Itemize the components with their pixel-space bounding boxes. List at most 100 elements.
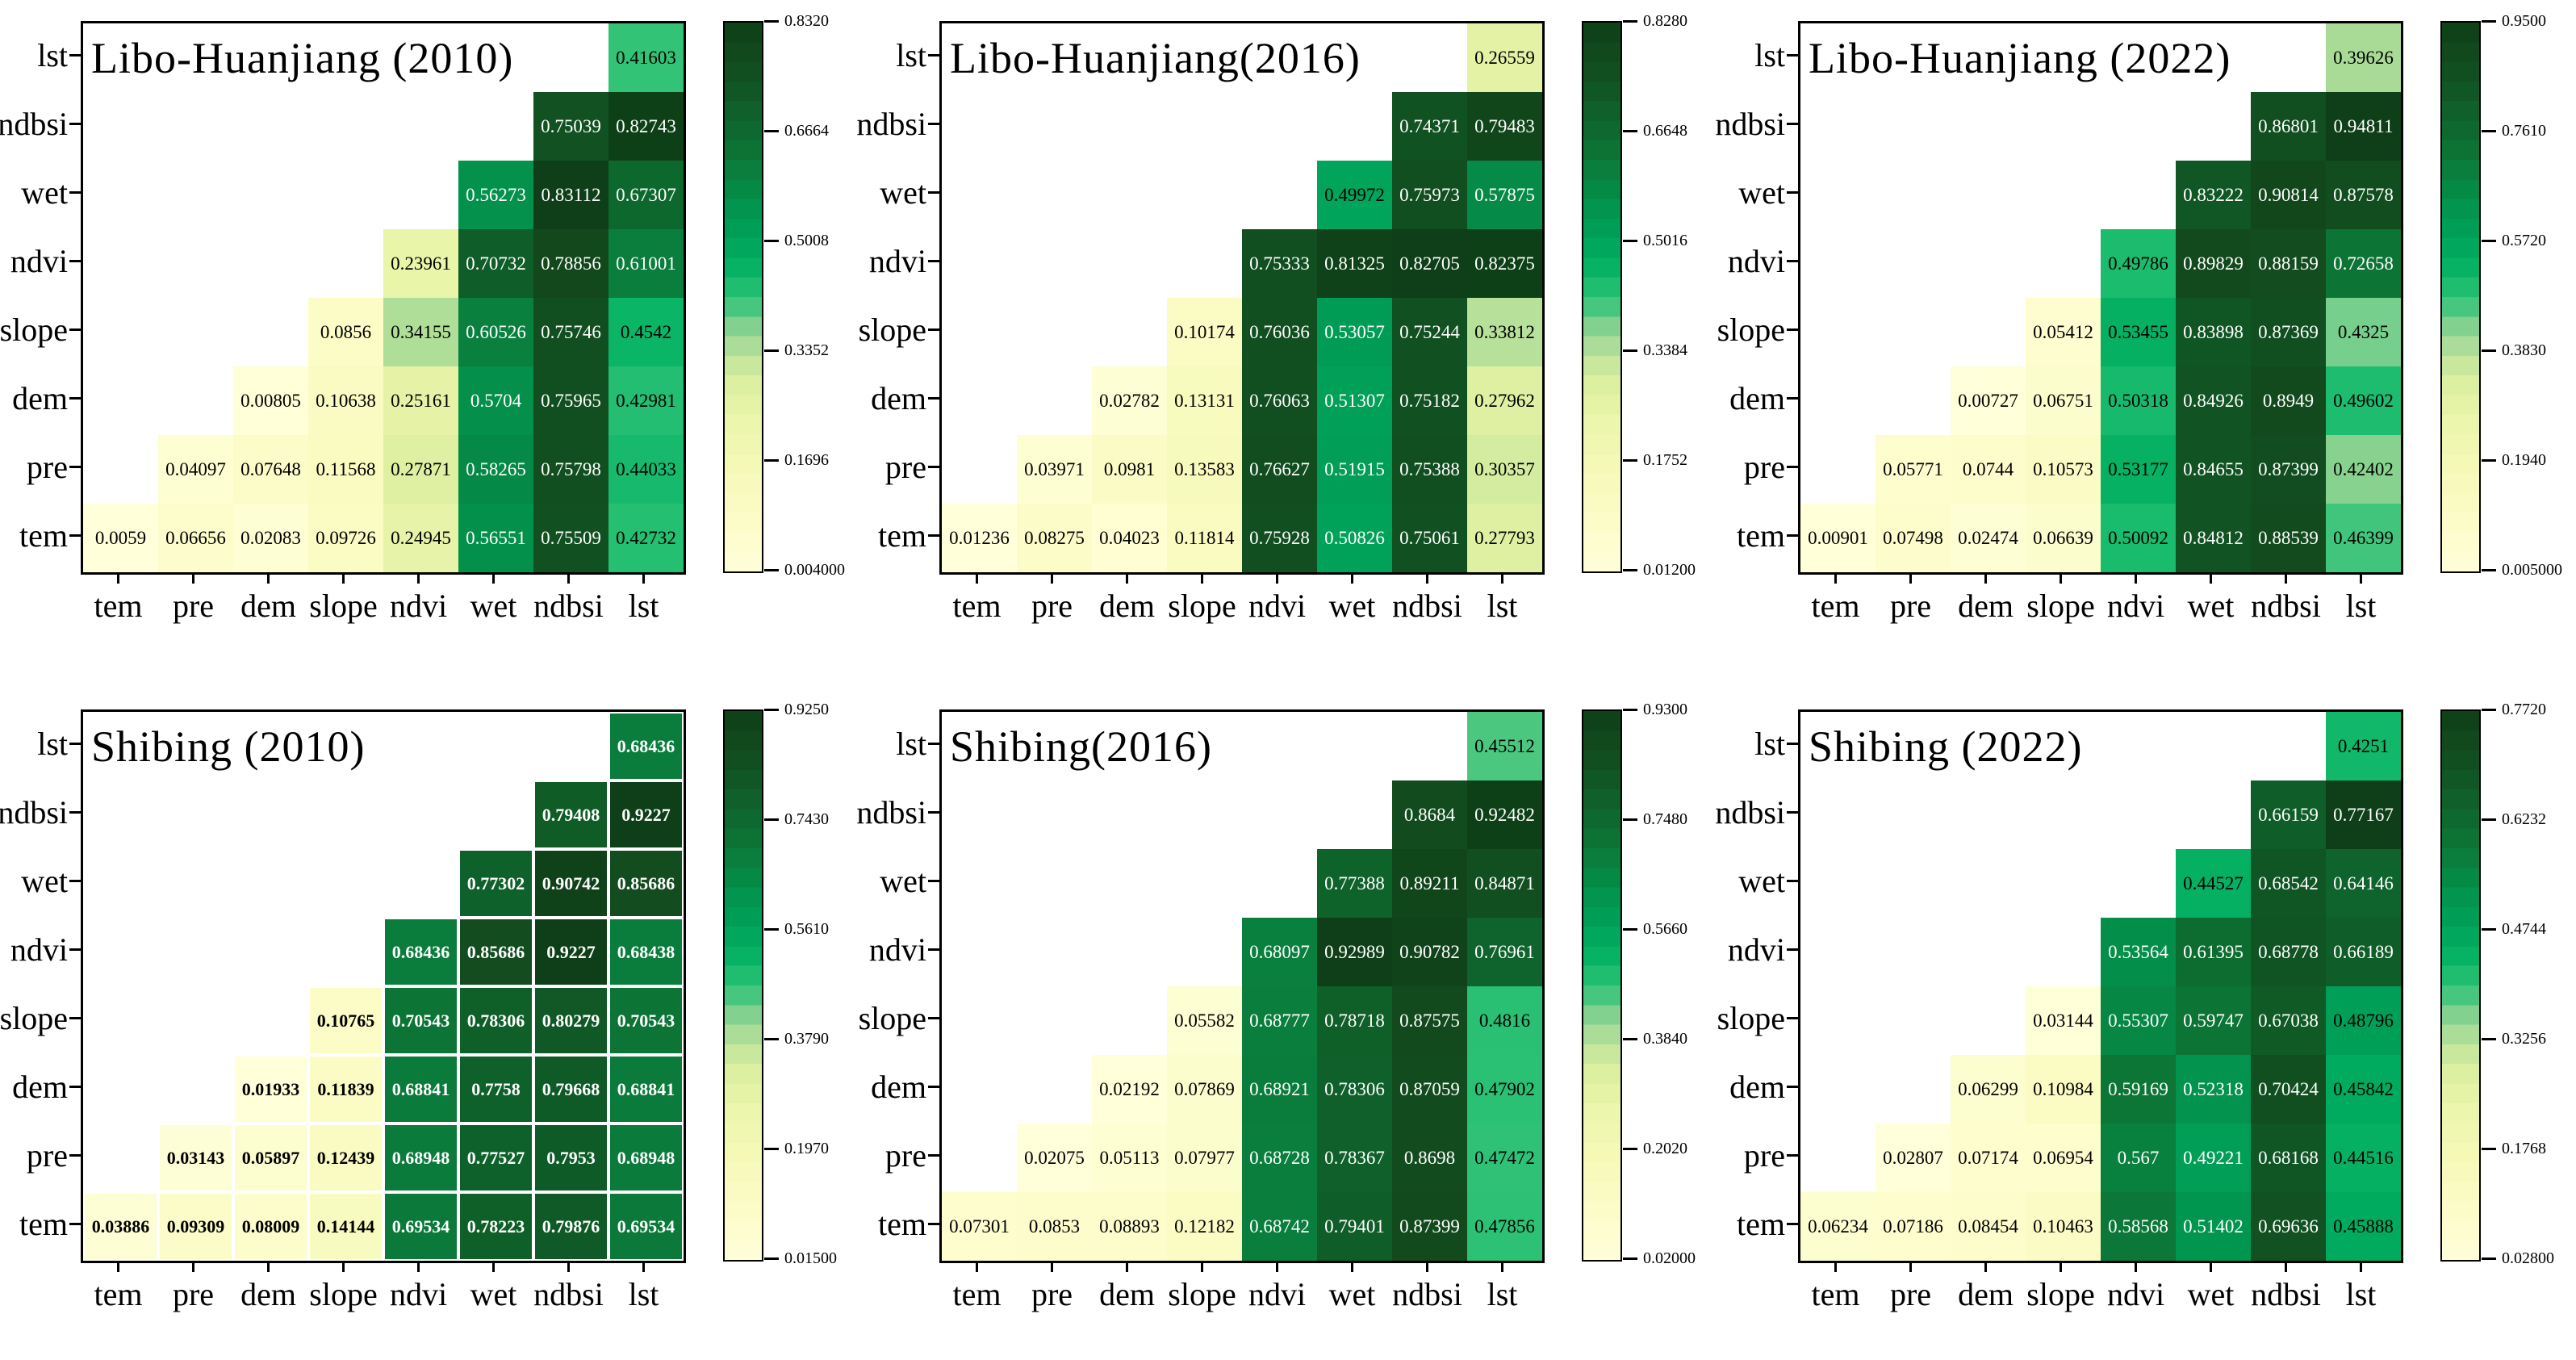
cell-value: 0.09726 [316,527,376,548]
heatmap-cell: 0.74371 [1392,92,1467,161]
heatmap-cell: 0.77527 [458,1124,533,1192]
x-axis-label: lst [628,1276,659,1312]
y-axis-label: lst [1754,36,1785,73]
cell-value: 0.00805 [240,390,301,411]
heatmap-cell: 0.84655 [2176,435,2251,504]
heatmap-cell: 0.55307 [2101,986,2176,1055]
x-axis-label: dem [240,1276,296,1312]
heatmap-cell: 0.77167 [2326,780,2401,849]
y-axis-tick [69,54,81,56]
heatmap-cell: 0.68948 [383,1124,458,1192]
heatmap-cell: 0.47902 [1467,1055,1542,1124]
y-axis-label: lst [1754,725,1785,762]
heatmap-cell: 0.02474 [1951,504,2026,572]
heatmap-cell: 0.03144 [2026,986,2101,1055]
y-axis-label: ndvi [1727,242,1785,279]
heatmap-cell: 0.92482 [1467,780,1542,849]
heatmap-cell: 0.53177 [2101,435,2176,504]
y-axis-tick [1787,466,1798,468]
heatmap-cell: 0.09726 [308,504,383,572]
cell-value: 0.06954 [2033,1147,2093,1168]
cell-value: 0.83222 [2183,184,2244,205]
heatmap-cell: 0.78856 [533,229,608,298]
heatmap-cell: 0.03886 [83,1192,158,1261]
heatmap-cell: 0.10765 [308,986,383,1055]
heatmap-cell: 0.68948 [608,1124,684,1192]
cell-value: 0.4816 [1478,1010,1531,1031]
y-axis-tick [69,466,81,468]
colorbar-tick [764,927,779,931]
y-axis-tick [928,1017,939,1019]
cell-value: 0.08454 [1958,1216,2018,1237]
y-axis-tick [1787,1223,1798,1225]
cell-value: 0.86801 [2258,115,2319,136]
heatmap-cell: 0.08893 [1092,1192,1167,1261]
cell-value: 0.52318 [2183,1078,2244,1099]
x-axis-label: tem [952,1276,1002,1312]
cell-value: 0.07869 [1174,1078,1235,1099]
heatmap-panel-libo-huanjiang-2016: 0.26559 0.74371 0.79483 0.49972 0.75973 0.578… [856,0,1717,680]
heatmap-cell: 0.44033 [608,435,684,504]
cell-value: 0.03971 [1024,458,1085,479]
cell-value: 0.68921 [1249,1078,1310,1099]
heatmap-cell: 0.50318 [2101,366,2176,435]
cell-value: 0.84871 [1474,872,1535,893]
cell-value: 0.78306 [1324,1078,1385,1099]
cell-value: 0.79401 [1324,1216,1385,1237]
cell-value: 0.92989 [1324,941,1385,962]
colorbar-tick [2482,239,2496,242]
colorbar-tick-label: 0.3352 [784,341,829,359]
heatmap-cell: 0.82743 [608,92,684,161]
x-axis-tick [567,572,570,584]
y-axis-tick [1787,1086,1798,1088]
heatmap-cell: 0.79876 [533,1192,608,1261]
cell-value: 0.68436 [391,941,450,962]
cell-value: 0.47902 [1474,1078,1535,1099]
heatmap-cell: 0.77388 [1317,849,1392,918]
heatmap-cell: 0.87369 [2251,298,2326,366]
x-axis-label: tem [1811,588,1860,624]
heatmap-cell: 0.84812 [2176,504,2251,572]
heatmap-cell: 0.50826 [1317,504,1392,572]
y-axis-label: dem [12,379,68,416]
x-axis-label: ndbsi [1392,1276,1462,1312]
x-axis-tick [1351,572,1353,584]
cell-value: 0.08893 [1099,1216,1160,1237]
heatmap-cell: 0.4816 [1467,986,1542,1055]
y-axis-tick [928,534,939,537]
y-axis-label: wet [1738,174,1785,211]
colorbar-tick-label: 0.3840 [1643,1030,1687,1048]
heatmap-cell: 0.8949 [2251,366,2326,435]
colorbar-tick [1623,1147,1637,1150]
cell-value: 0.87575 [1399,1010,1460,1031]
heatmap-cell: 0.12439 [308,1124,383,1192]
colorbar-tick [764,568,779,571]
y-axis-label: slope [858,311,926,348]
heatmap-cell: 0.92989 [1317,918,1392,986]
heatmap-cell: 0.87575 [1392,986,1467,1055]
heatmap-cell: 0.45842 [2326,1055,2401,1124]
cell-value: 0.10765 [316,1010,375,1031]
x-axis-label: ndbsi [2251,1276,2321,1312]
x-axis-tick [1834,572,1837,584]
y-axis-tick [928,880,939,882]
y-axis-label: ndvi [10,242,68,279]
heatmap-cell: 0.7758 [458,1055,533,1124]
heatmap-cell: 0.88159 [2251,229,2326,298]
panel-title: Libo-Huanjiang(2016) [950,34,1361,82]
cell-value: 0.75798 [541,458,601,479]
colorbar-tick [2482,129,2496,132]
cell-value: 0.53177 [2108,458,2168,479]
y-axis-label: slope [0,999,68,1036]
x-axis-tick [1276,1261,1278,1272]
x-axis-label: ndbsi [1392,588,1462,624]
cell-value: 0.58265 [466,458,526,479]
x-axis-tick [976,572,978,584]
cell-value: 0.23961 [391,253,451,274]
colorbar-tick [764,349,779,352]
y-axis-tick [1787,534,1798,537]
heatmap-cell: 0.68097 [1242,918,1317,986]
x-axis-tick [1984,1261,1987,1272]
heatmap-cell: 0.45888 [2326,1192,2401,1261]
y-axis-label: dem [1729,379,1785,416]
